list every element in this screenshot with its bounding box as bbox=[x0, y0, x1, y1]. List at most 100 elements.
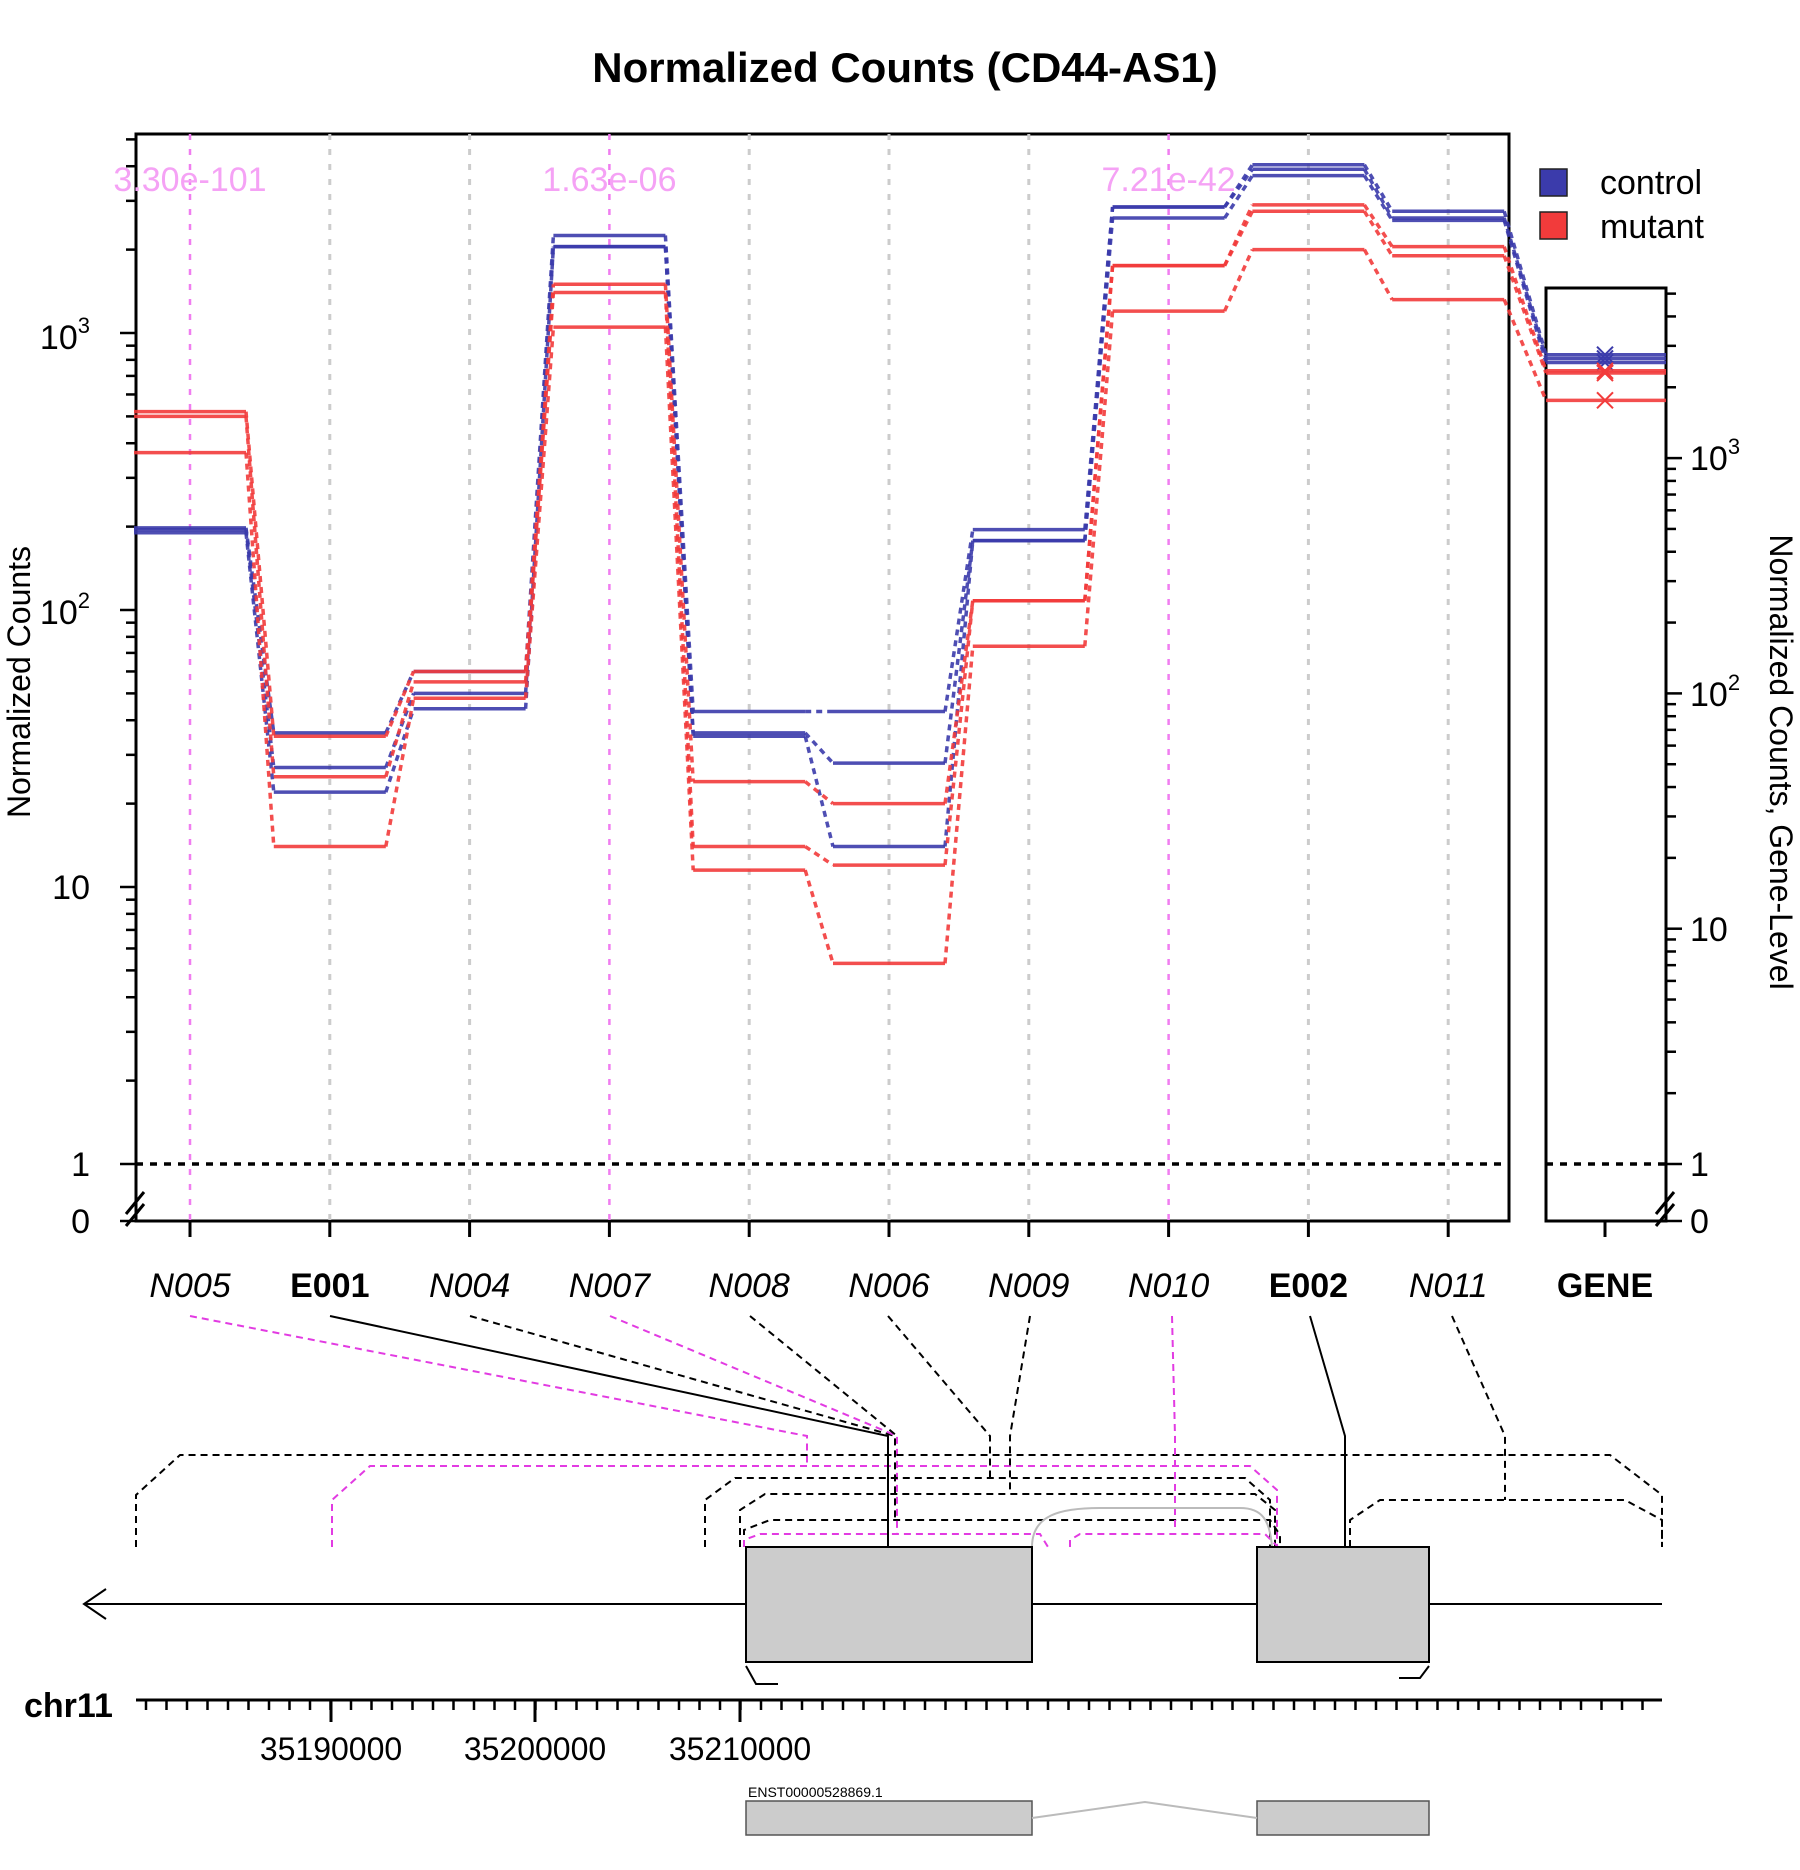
gene-connector-mutant-2 bbox=[1502, 255, 1548, 374]
y-tick-label: 10 bbox=[52, 869, 90, 907]
connector-n005 bbox=[189, 1315, 808, 1466]
coordinate-label: 35190000 bbox=[260, 1731, 402, 1767]
gene-connector-mutant-3 bbox=[1502, 298, 1548, 402]
connector-mutant-2 bbox=[244, 416, 276, 777]
legend: control mutant bbox=[1539, 164, 1704, 246]
connector-e002 bbox=[1309, 1315, 1346, 1547]
feature-label-e002: E002 bbox=[1269, 1267, 1348, 1305]
axis-break-mark bbox=[1654, 1203, 1676, 1227]
transcript-model: ENST00000528869.1 bbox=[745, 1784, 1430, 1836]
y-tick-label: 103 bbox=[40, 313, 90, 357]
splice-arc-n009 bbox=[739, 1493, 1276, 1547]
legend-swatch-mutant bbox=[1539, 211, 1568, 240]
gene-level-layer bbox=[1546, 346, 1666, 410]
intron-arc bbox=[1031, 1507, 1273, 1548]
feature-label-n006: N006 bbox=[848, 1267, 929, 1305]
connector-n004 bbox=[469, 1315, 896, 1520]
connector-n007 bbox=[609, 1315, 898, 1534]
splice-arc-n007 bbox=[743, 1533, 1049, 1548]
y-axis-label: Normalized Counts bbox=[1, 546, 37, 818]
splice-arc-n004 bbox=[743, 1519, 1281, 1547]
connector-control-1 bbox=[943, 529, 975, 712]
y-axis-label-right: Normalized Counts, Gene-Level bbox=[1763, 534, 1799, 989]
connector-control-2 bbox=[1223, 174, 1254, 220]
gene-marker-mutant-1 bbox=[1596, 362, 1614, 380]
legend-label-mutant: mutant bbox=[1600, 208, 1704, 246]
connector-mutant-2 bbox=[943, 600, 975, 866]
axis-break-mark bbox=[124, 1191, 146, 1215]
gene-connector-control-3 bbox=[1502, 217, 1548, 360]
connector-mutant-3 bbox=[663, 327, 695, 871]
gene-connector-control-1 bbox=[1502, 210, 1548, 356]
transcript-id: ENST00000528869.1 bbox=[748, 1784, 883, 1800]
connector-n009 bbox=[1009, 1315, 1031, 1494]
strand-arrow-icon bbox=[82, 1588, 107, 1620]
gene-label: GENE bbox=[1557, 1267, 1653, 1305]
connector-mutant-1 bbox=[384, 670, 416, 737]
chart-title: Normalized Counts (CD44-AS1) bbox=[592, 44, 1217, 91]
connector-mutant-3 bbox=[943, 646, 975, 964]
feature-label-n011: N011 bbox=[1409, 1267, 1488, 1305]
splice-arc-n005 bbox=[331, 1465, 1278, 1547]
gene-marker-mutant-2 bbox=[1596, 364, 1614, 382]
gene-y-tick-label: 102 bbox=[1690, 670, 1740, 714]
connector-control-2 bbox=[1362, 174, 1394, 222]
feature-connectors bbox=[135, 1315, 1663, 1548]
connector-mutant-2 bbox=[1083, 265, 1115, 601]
legend-swatch-control bbox=[1539, 168, 1568, 197]
connector-mutant-3 bbox=[244, 452, 276, 847]
connector-e001 bbox=[329, 1315, 889, 1547]
transcript-exon-1 bbox=[745, 1800, 1033, 1836]
connector-mutant-3 bbox=[803, 869, 835, 964]
transcript-exon-2 bbox=[1256, 1800, 1430, 1836]
connector-n010 bbox=[1171, 1315, 1176, 1530]
connector-n011 bbox=[1451, 1315, 1506, 1500]
splice-arc-n010 bbox=[1069, 1533, 1279, 1548]
connector-control-2 bbox=[803, 731, 835, 765]
connector-n008 bbox=[749, 1315, 898, 1437]
connector-mutant-1 bbox=[804, 780, 835, 805]
gene-y-tick-label: 103 bbox=[1690, 434, 1740, 478]
feature-label-n007: N007 bbox=[569, 1267, 651, 1305]
gene-y-tick-label: 1 bbox=[1690, 1146, 1709, 1184]
coordinate-label: 35200000 bbox=[464, 1731, 606, 1767]
connector-control-3 bbox=[1362, 168, 1394, 219]
connector-n006 bbox=[887, 1315, 991, 1478]
exon-block-e002 bbox=[1256, 1546, 1430, 1663]
chromosome-label: chr11 bbox=[24, 1687, 113, 1725]
pvalue-label-n010: 7.21e-42 bbox=[1101, 161, 1235, 199]
pvalue-label-n005: 3.30e-101 bbox=[113, 161, 266, 199]
transcript-intron bbox=[1031, 1800, 1258, 1819]
pvalue-label-n007: 1.63e-06 bbox=[542, 161, 676, 199]
feature-label-n004: N004 bbox=[429, 1267, 510, 1305]
y-axis: 0 1 10 102 103 bbox=[40, 138, 146, 1241]
exon-bracket-right bbox=[1399, 1665, 1430, 1679]
connector-control-3 bbox=[663, 246, 695, 737]
y-tick-label: 1 bbox=[71, 1146, 90, 1184]
gene-y-axis: 0 1 10 102 103 bbox=[1654, 292, 1740, 1241]
chromosome-ruler: chr11 35190000 35200000 35210000 bbox=[24, 1687, 1662, 1767]
feature-gridlines: 3.30e-101 1.63e-06 7.21e-42 bbox=[113, 134, 1666, 1221]
connector-mutant-2 bbox=[804, 845, 834, 867]
main-plot-frame bbox=[134, 132, 1511, 1223]
legend-label-control: control bbox=[1600, 164, 1702, 202]
connector-control-3 bbox=[1223, 168, 1254, 209]
connector-control-3 bbox=[943, 540, 975, 847]
connector-mutant-3 bbox=[1083, 310, 1115, 647]
y-tick-label: 0 bbox=[71, 1203, 90, 1241]
connector-control-2 bbox=[943, 540, 975, 764]
gene-plot-frame bbox=[1544, 286, 1668, 1223]
gene-model bbox=[82, 1546, 1662, 1685]
series-layer bbox=[134, 162, 1548, 966]
axis-break-mark bbox=[124, 1203, 146, 1227]
feature-label-n010: N010 bbox=[1128, 1267, 1209, 1305]
connector-mutant-3 bbox=[523, 326, 556, 699]
connector-control-3 bbox=[384, 708, 416, 793]
gene-marker-mutant-3 bbox=[1596, 391, 1614, 410]
connector-mutant-3 bbox=[1362, 248, 1394, 301]
connector-control-3 bbox=[1083, 206, 1115, 541]
feature-labels: N005 E001 N004 N007 N008 N006 N009 N010 E002 N011… bbox=[149, 1221, 1653, 1305]
connector-mutant-3 bbox=[1223, 248, 1254, 312]
exon-bracket-left bbox=[745, 1665, 778, 1685]
